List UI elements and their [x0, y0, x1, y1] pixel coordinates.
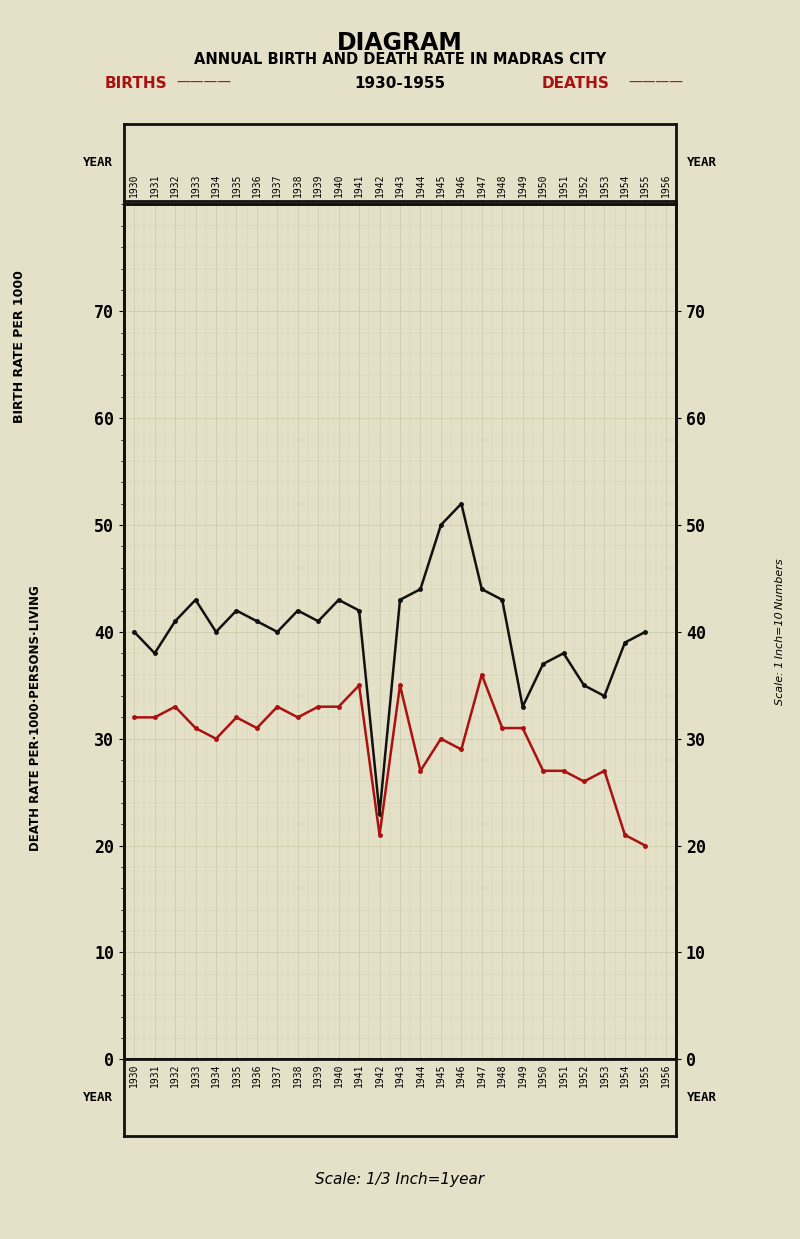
Text: 1944: 1944	[415, 1063, 426, 1087]
Text: 1942: 1942	[374, 1063, 385, 1087]
Text: 1932: 1932	[170, 1063, 180, 1087]
Text: YEAR: YEAR	[687, 156, 717, 169]
Text: 1949: 1949	[518, 1063, 528, 1087]
Text: 1953: 1953	[599, 1063, 610, 1087]
Text: 1943: 1943	[395, 173, 405, 197]
Text: 1947: 1947	[477, 173, 486, 197]
Text: 1931: 1931	[150, 173, 160, 197]
Text: 1934: 1934	[211, 1063, 221, 1087]
Text: DEATH RATE PER·1000·PERSONS·LIVING: DEATH RATE PER·1000·PERSONS·LIVING	[30, 586, 42, 851]
Text: 1945: 1945	[436, 173, 446, 197]
Text: ————: ————	[177, 76, 231, 89]
Text: 1936: 1936	[252, 1063, 262, 1087]
Text: 1941: 1941	[354, 1063, 364, 1087]
Text: YEAR: YEAR	[687, 1092, 717, 1104]
Text: 1952: 1952	[579, 1063, 589, 1087]
Text: 1952: 1952	[579, 173, 589, 197]
Text: 1941: 1941	[354, 173, 364, 197]
Text: 1940: 1940	[334, 173, 344, 197]
Text: 1951: 1951	[558, 1063, 569, 1087]
Text: 1930: 1930	[130, 1063, 139, 1087]
Text: 1948: 1948	[498, 173, 507, 197]
Text: 1956: 1956	[661, 173, 670, 197]
Text: 1953: 1953	[599, 173, 610, 197]
Text: 1946: 1946	[456, 1063, 466, 1087]
Text: Scale: 1 Inch=10 Numbers: Scale: 1 Inch=10 Numbers	[775, 559, 785, 705]
Text: 1933: 1933	[190, 1063, 201, 1087]
Text: 1937: 1937	[272, 173, 282, 197]
Text: BIRTHS: BIRTHS	[105, 76, 167, 90]
Text: 1934: 1934	[211, 173, 221, 197]
Text: 1930: 1930	[130, 173, 139, 197]
Text: 1936: 1936	[252, 173, 262, 197]
Text: 1954: 1954	[620, 173, 630, 197]
Text: 1948: 1948	[498, 1063, 507, 1087]
Text: 1951: 1951	[558, 173, 569, 197]
Text: 1950: 1950	[538, 1063, 548, 1087]
Text: DIAGRAM: DIAGRAM	[337, 31, 463, 55]
Text: ————: ————	[629, 76, 683, 89]
Text: 1955: 1955	[640, 1063, 650, 1087]
Text: 1943: 1943	[395, 1063, 405, 1087]
Text: 1932: 1932	[170, 173, 180, 197]
Text: 1937: 1937	[272, 1063, 282, 1087]
Text: Scale: 1/3 Inch=1year: Scale: 1/3 Inch=1year	[315, 1172, 485, 1187]
Text: 1939: 1939	[314, 173, 323, 197]
Text: YEAR: YEAR	[83, 1092, 113, 1104]
Text: 1939: 1939	[314, 1063, 323, 1087]
Text: 1935: 1935	[231, 1063, 242, 1087]
Text: 1935: 1935	[231, 173, 242, 197]
Text: 1930-1955: 1930-1955	[354, 76, 446, 90]
Text: 1946: 1946	[456, 173, 466, 197]
Text: 1947: 1947	[477, 1063, 486, 1087]
Text: 1931: 1931	[150, 1063, 160, 1087]
Text: 1956: 1956	[661, 1063, 670, 1087]
Text: 1938: 1938	[293, 173, 302, 197]
Text: 1949: 1949	[518, 173, 528, 197]
Text: BIRTH RATE PER 1000: BIRTH RATE PER 1000	[14, 270, 26, 424]
Text: 1942: 1942	[374, 173, 385, 197]
Text: DEATHS: DEATHS	[542, 76, 610, 90]
Text: 1940: 1940	[334, 1063, 344, 1087]
Text: 1938: 1938	[293, 1063, 302, 1087]
Text: ANNUAL BIRTH AND DEATH RATE IN MADRAS CITY: ANNUAL BIRTH AND DEATH RATE IN MADRAS CI…	[194, 52, 606, 67]
Text: 1955: 1955	[640, 173, 650, 197]
Text: 1945: 1945	[436, 1063, 446, 1087]
Text: 1944: 1944	[415, 173, 426, 197]
Text: 1950: 1950	[538, 173, 548, 197]
Text: 1933: 1933	[190, 173, 201, 197]
Text: 1954: 1954	[620, 1063, 630, 1087]
Text: YEAR: YEAR	[83, 156, 113, 169]
